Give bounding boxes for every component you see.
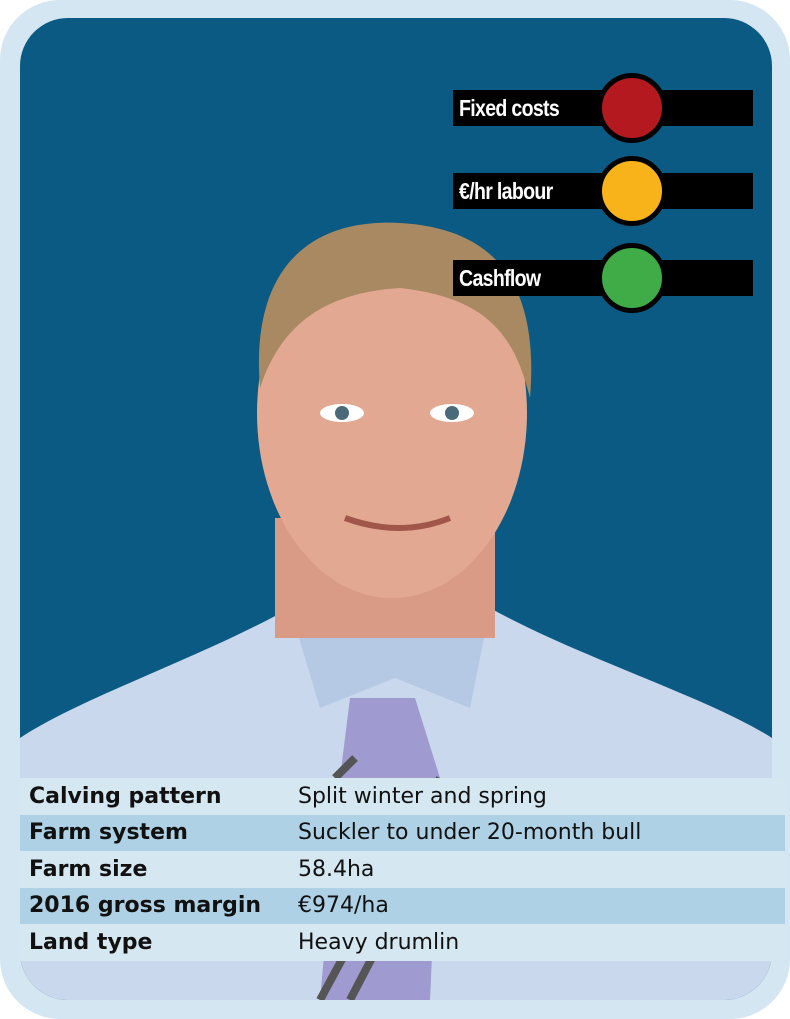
- red-status-light-icon: [597, 73, 667, 143]
- indicator-labour: €/hr labour: [453, 156, 753, 226]
- amber-status-light-icon: [597, 156, 667, 226]
- indicator-label: Cashflow: [459, 265, 541, 291]
- row-label: Farm system: [29, 820, 188, 846]
- indicator-fixed-costs: Fixed costs: [453, 73, 753, 143]
- green-status-light-icon: [597, 243, 667, 313]
- indicator-label: Fixed costs: [459, 95, 560, 121]
- row-value: Split winter and spring: [298, 783, 547, 809]
- table-row: 2016 gross margin €974/ha: [20, 887, 785, 924]
- table-row: Farm size 58.4ha: [20, 851, 785, 888]
- row-label: Farm size: [29, 856, 148, 882]
- table-row: Land type Heavy drumlin: [20, 924, 785, 961]
- row-value: 58.4ha: [298, 856, 375, 882]
- row-label: Land type: [29, 929, 153, 955]
- row-value: Suckler to under 20-month bull: [298, 820, 642, 846]
- table-row: Farm system Suckler to under 20-month bul…: [20, 814, 785, 851]
- indicator-label: €/hr labour: [459, 178, 553, 204]
- row-label: 2016 gross margin: [29, 893, 262, 919]
- row-value: €974/ha: [298, 893, 389, 919]
- row-label: Calving pattern: [29, 783, 222, 809]
- row-value: Heavy drumlin: [298, 929, 460, 955]
- farm-profile-table: Calving pattern Split winter and spring F…: [20, 778, 785, 961]
- indicator-cashflow: Cashflow: [453, 243, 753, 313]
- table-row: Calving pattern Split winter and spring: [20, 778, 785, 815]
